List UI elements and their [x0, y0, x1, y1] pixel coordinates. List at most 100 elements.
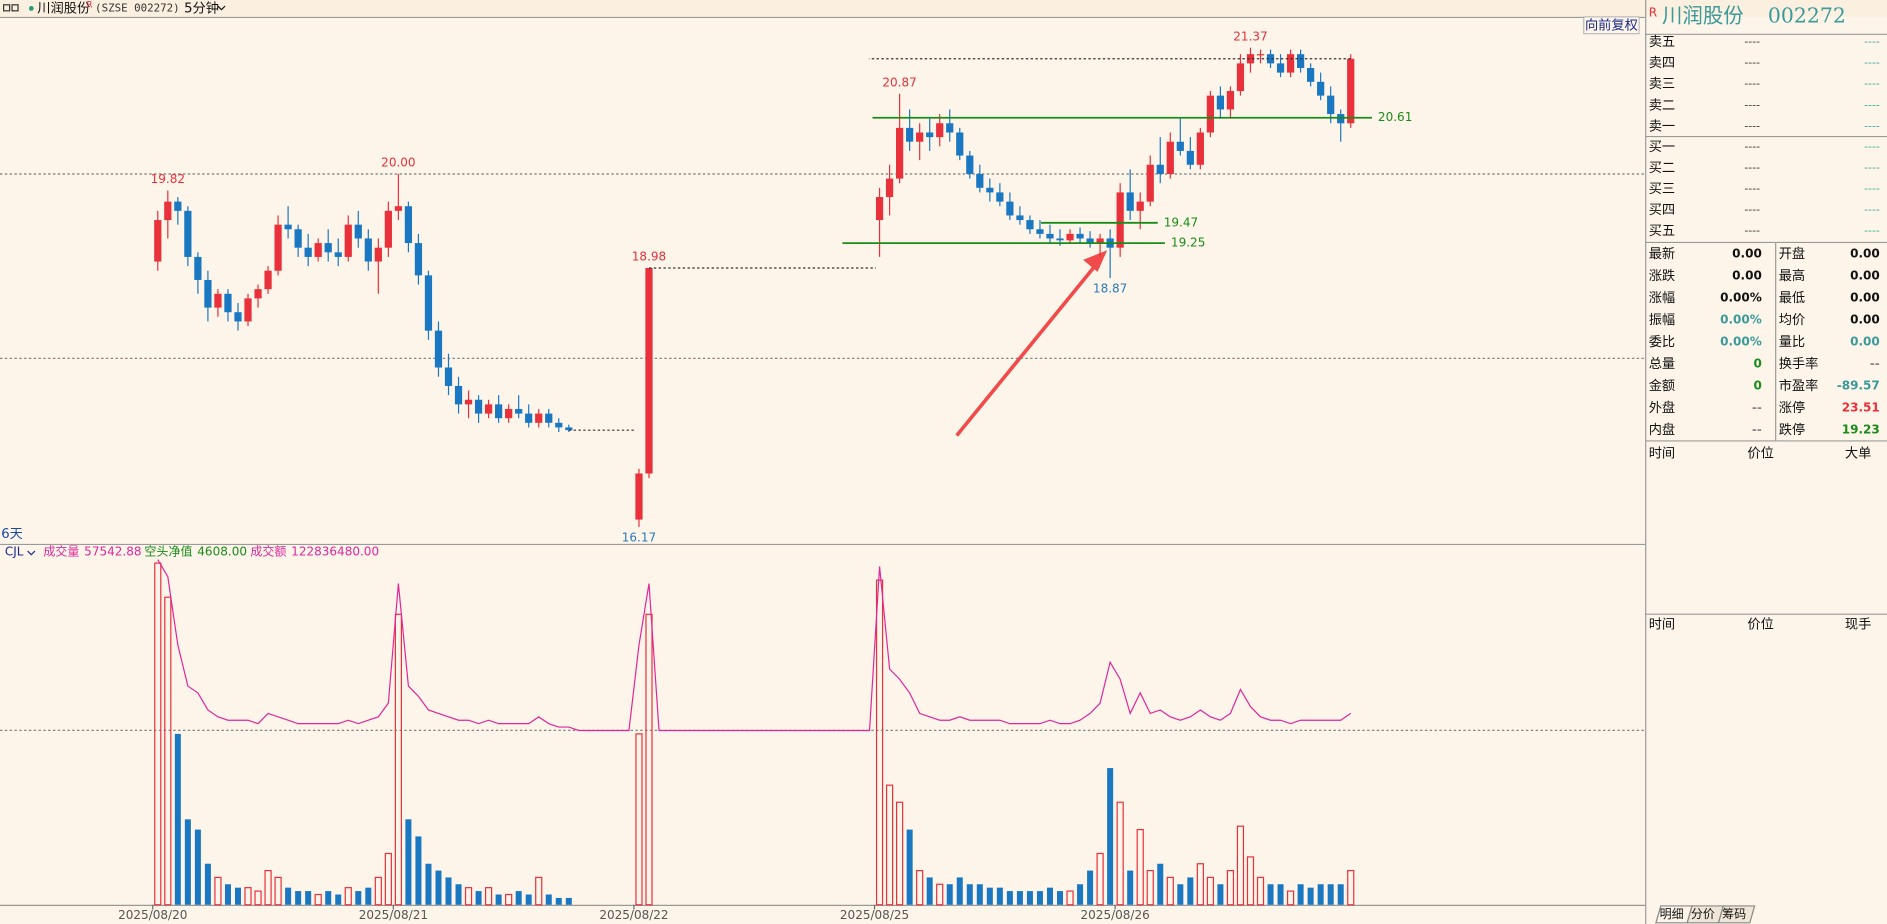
- stat-label: 内盘: [1649, 421, 1675, 438]
- candle-body: [334, 252, 342, 257]
- indicator-name[interactable]: CJL: [5, 545, 24, 559]
- stat-label: 涨停: [1779, 399, 1805, 416]
- volume-bar: [1177, 884, 1184, 905]
- tab-label[interactable]: 分价: [1691, 907, 1715, 921]
- volume-bar: [164, 596, 172, 906]
- candle-body: [946, 123, 954, 133]
- volume-bar: [1077, 884, 1084, 905]
- volume-bar: [976, 884, 983, 905]
- volume-bar: [1026, 891, 1033, 905]
- indicator-item-name: 空头净值: [144, 544, 192, 559]
- volume-bar: [916, 869, 924, 906]
- candle-body: [1006, 201, 1014, 216]
- volume-bar: [1317, 884, 1324, 905]
- volume-bar: [435, 870, 442, 905]
- toolbar-bg: [0, 0, 1887, 17]
- volume-bar: [1337, 884, 1344, 905]
- tab-label[interactable]: 明细: [1660, 907, 1684, 921]
- candle-body: [1317, 81, 1325, 96]
- candle-body: [885, 178, 894, 198]
- book-volume: ----: [1864, 224, 1880, 237]
- candle-body: [1156, 164, 1164, 174]
- stat-value: 0.00: [1850, 312, 1880, 326]
- volume-bar: [264, 869, 272, 906]
- volume-bar: [484, 887, 493, 906]
- volume-bar: [885, 784, 894, 906]
- level-label: 19.47: [1164, 215, 1198, 229]
- trade-header: 价位: [1747, 616, 1773, 632]
- candle-body: [645, 267, 653, 474]
- volume-bar: [1066, 890, 1074, 906]
- extreme-label: 18.87: [1093, 281, 1127, 295]
- level-label: 20.61: [1378, 110, 1412, 124]
- candle-body: [1216, 95, 1225, 110]
- candle-body: [224, 293, 232, 313]
- candle-body: [284, 224, 292, 230]
- indicator-item-name: 成交量: [43, 544, 79, 559]
- layout-icon[interactable]: [3, 4, 11, 12]
- volume-bar: [384, 852, 392, 906]
- x-tick-label: 2025/08/20: [118, 908, 187, 922]
- volume-bar: [405, 819, 412, 905]
- volume-bar: [305, 891, 312, 905]
- volume-bar: [1036, 891, 1043, 905]
- volume-bar: [996, 887, 1003, 905]
- stock-name[interactable]: 川润股份: [37, 0, 90, 16]
- volume-bar: [464, 887, 473, 906]
- book-volume: ----: [1864, 140, 1880, 153]
- tab[interactable]: [1717, 905, 1756, 924]
- adjust-label[interactable]: 向前复权: [1585, 16, 1638, 33]
- volume-bar: [986, 887, 993, 905]
- volume-bar: [1236, 825, 1245, 906]
- candle-body: [1226, 91, 1235, 110]
- layout-icon[interactable]: [11, 4, 19, 12]
- volume-bar: [394, 613, 402, 906]
- candle-body: [1266, 54, 1275, 64]
- candle-body: [404, 206, 413, 244]
- book-label: 买一: [1649, 139, 1675, 155]
- book-price: ----: [1744, 224, 1760, 237]
- stat-value: 0: [1753, 356, 1761, 370]
- candle-body: [414, 243, 423, 276]
- status-dot: [28, 6, 34, 11]
- volume-bar: [966, 884, 973, 905]
- volume-bar: [896, 801, 904, 906]
- volume-bar: [906, 829, 913, 905]
- candle-body: [434, 330, 443, 368]
- candle-body: [515, 408, 523, 414]
- quote-name: 川润股份: [1662, 3, 1744, 27]
- period-selector[interactable]: 5分钟: [184, 0, 219, 16]
- volume-bar: [1187, 877, 1194, 905]
- candle-body: [394, 206, 402, 211]
- volume-bar: [224, 884, 231, 905]
- candle-body: [484, 404, 493, 414]
- book-volume: ----: [1864, 203, 1880, 216]
- volume-bar: [1116, 801, 1124, 906]
- volume-bar: [545, 894, 552, 905]
- volume-bar: [936, 883, 944, 906]
- extreme-label: 19.82: [151, 172, 185, 186]
- stat-value: 0.00: [1850, 246, 1880, 260]
- stock-mark: R: [87, 0, 93, 9]
- stat-label: 均价: [1779, 312, 1805, 328]
- candle-body: [244, 298, 252, 322]
- volume-bar: [285, 887, 292, 905]
- volume-bar: [1196, 863, 1204, 906]
- book-label: 买三: [1649, 181, 1675, 197]
- book-price: ----: [1744, 119, 1760, 132]
- amount-line: [157, 559, 1352, 732]
- tab-label[interactable]: 筹码: [1722, 907, 1746, 921]
- candle-body: [545, 413, 553, 423]
- volume-bar: [365, 887, 372, 905]
- adjust-button[interactable]: [1583, 16, 1640, 35]
- volume-bar: [946, 884, 953, 905]
- stat-label: 最高: [1779, 267, 1805, 284]
- volume-bar: [875, 579, 884, 906]
- stat-value: --: [1752, 400, 1762, 414]
- volume-bar: [445, 877, 452, 905]
- candle-body: [565, 427, 573, 431]
- trade-header: 价位: [1747, 446, 1773, 462]
- book-price: ----: [1744, 182, 1760, 195]
- candle-body: [1036, 229, 1044, 234]
- candle-body: [555, 422, 563, 428]
